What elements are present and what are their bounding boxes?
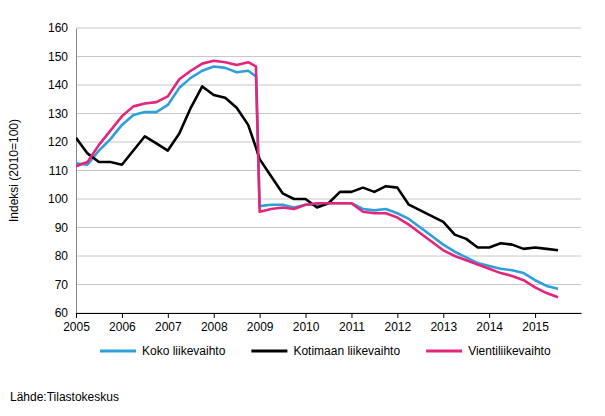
legend-item: Kotimaan liikevaihto: [251, 344, 400, 358]
grid-line: [76, 313, 581, 314]
y-tick-label: 100: [48, 192, 68, 206]
x-axis-line: [77, 313, 582, 314]
grid-line: [76, 284, 581, 285]
y-tick: 70: [55, 278, 76, 292]
y-axis-title: Indeksi (2010=100): [7, 119, 21, 222]
series-line: [76, 61, 558, 298]
source-note: Lähde:Tilastokeskus: [10, 390, 119, 404]
y-tick-label: 80: [55, 249, 69, 263]
y-tick: 90: [55, 221, 76, 235]
legend-swatch: [251, 350, 287, 353]
x-tick: 2005: [63, 313, 90, 334]
grid-line: [76, 85, 581, 86]
grid: [76, 28, 581, 313]
x-tick: 2010: [293, 313, 320, 334]
x-tick-mark: [489, 313, 490, 318]
y-tick-label: 160: [48, 21, 68, 35]
series-line: [76, 86, 558, 250]
y-tick: 140: [48, 78, 76, 92]
y-tick: 110: [49, 164, 76, 178]
legend-label: Kotimaan liikevaihto: [293, 344, 400, 358]
legend-label: Koko liikevaihto: [142, 344, 226, 358]
x-tick: 2014: [476, 313, 503, 334]
x-tick-mark: [260, 313, 261, 318]
x-tick-mark: [397, 313, 398, 318]
x-tick-label: 2015: [522, 320, 549, 334]
legend-swatch: [100, 350, 136, 353]
legend: Koko liikevaihto Kotimaan liikevaihto Vien…: [100, 344, 551, 358]
x-tick-label: 2008: [201, 320, 228, 334]
x-tick-mark: [306, 313, 307, 318]
x-tick: 2011: [339, 313, 365, 334]
grid-line: [76, 256, 581, 257]
legend-item: Koko liikevaihto: [100, 344, 226, 358]
series-line: [76, 66, 558, 288]
y-tick: 120: [48, 135, 76, 149]
x-tick: 2015: [522, 313, 549, 334]
x-tick: 2013: [430, 313, 457, 334]
y-tick: 160: [48, 21, 76, 35]
y-tick-label: 90: [55, 221, 69, 235]
x-tick-label: 2011: [339, 320, 365, 334]
grid-line: [76, 56, 581, 57]
y-tick: 100: [48, 192, 76, 206]
y-tick-label: 120: [48, 135, 68, 149]
x-tick-mark: [76, 313, 77, 318]
plot-lines: [76, 61, 558, 298]
x-tick-mark: [168, 313, 169, 318]
grid-line: [76, 28, 581, 29]
x-tick: 2012: [385, 313, 412, 334]
x-tick: 2009: [247, 313, 274, 334]
legend-label: Vientiliikevaihto: [468, 344, 551, 358]
y-tick: 60: [55, 306, 76, 320]
legend-swatch: [426, 350, 462, 353]
y-tick-label: 130: [48, 107, 68, 121]
x-tick-mark: [214, 313, 215, 318]
x-tick: 2006: [109, 313, 136, 334]
y-tick-label: 70: [55, 278, 69, 292]
y-tick-label: 110: [49, 164, 68, 178]
x-tick-label: 2013: [430, 320, 457, 334]
x-tick-label: 2007: [155, 320, 182, 334]
y-tick-label: 60: [55, 306, 69, 320]
x-tick-label: 2012: [385, 320, 412, 334]
x-tick-mark: [443, 313, 444, 318]
x-tick-label: 2006: [109, 320, 136, 334]
x-tick-label: 2014: [476, 320, 503, 334]
grid-line: [76, 170, 581, 171]
x-tick-mark: [535, 313, 536, 318]
chart: 6070809010011012013014015016020052006200…: [0, 0, 605, 416]
x-axis: 2005 2006 2007 2008 2009 2010 2011 2012 2013 2014…: [63, 313, 581, 334]
legend-item: Vientiliikevaihto: [426, 344, 551, 358]
x-tick-label: 2010: [293, 320, 320, 334]
x-tick-label: 2009: [247, 320, 274, 334]
y-axis: 60 70 80 90 100 110 120 130 140 150 160: [48, 21, 77, 320]
x-tick-mark: [122, 313, 123, 318]
x-tick: 2008: [201, 313, 228, 334]
y-tick-label: 140: [48, 78, 68, 92]
y-tick-label: 150: [48, 50, 68, 64]
x-tick-mark: [351, 313, 352, 318]
y-tick: 150: [48, 50, 76, 64]
y-tick: 130: [48, 107, 76, 121]
y-tick: 80: [55, 249, 76, 263]
x-tick-label: 2005: [63, 320, 90, 334]
grid-line: [76, 199, 581, 200]
y-axis-line: [76, 29, 77, 314]
x-tick: 2007: [155, 313, 182, 334]
grid-line: [76, 227, 581, 228]
